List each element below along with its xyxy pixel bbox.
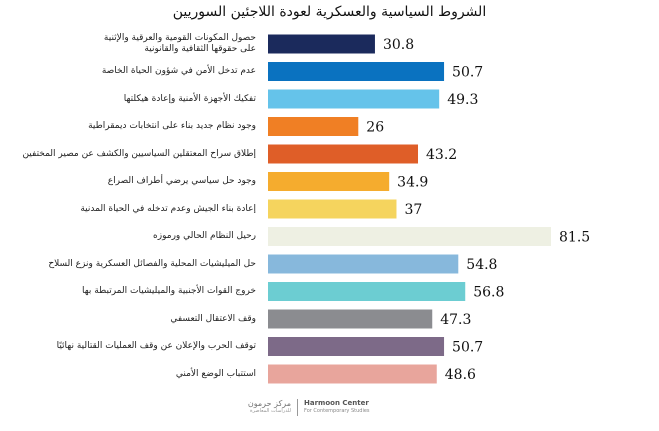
bar: [268, 62, 445, 81]
category-label-line: إعادة بناء الجيش وعدم تدخله في الحياة ال…: [80, 203, 256, 214]
category-label: عدم تدخل الأمن في شؤون الحياة الخاصة: [102, 66, 256, 77]
category-label-box: حصول المكونات القومية والعرقية والإثنية ع…: [2, 31, 256, 58]
bar: [268, 199, 397, 219]
data-label: 37: [404, 202, 422, 218]
category-label-line: خروج القوات الأجنبية والميليشيات المرتبط…: [82, 286, 256, 296]
bar: [268, 34, 375, 54]
data-label: 50.7: [452, 65, 483, 81]
footer-logo: مركز حرمون للدراسات المعاصرة Harmoon Cen…: [0, 399, 659, 419]
bar: [268, 282, 466, 301]
category-label-line: حصول المكونات القومية والعرقية والإثنية: [103, 33, 256, 43]
logo-en-block: Harmoon Center For Contemporary Studies: [304, 399, 370, 415]
bar: [268, 89, 440, 109]
category-label-line: وجود حل سياسي يرضي أطراف الصراع: [107, 176, 256, 186]
logo-ar-block: مركز حرمون للدراسات المعاصرة: [248, 399, 291, 415]
bar: [268, 309, 433, 329]
category-label-line: توقف الحرب والإعلان عن وقف العمليات القت…: [56, 341, 256, 351]
data-label: 56.8: [473, 285, 504, 301]
category-label-box: عدم تدخل الأمن في شؤون الحياة الخاصة: [2, 58, 256, 85]
data-label: 43.2: [426, 147, 457, 163]
data-label: 81.5: [559, 230, 590, 246]
category-label-box: تفكيك الأجهزة الأمنية وإعادة هيكلتها: [2, 86, 256, 113]
bar: [268, 254, 459, 274]
category-label-box: إطلاق سراح المعتقلين السياسيين والكشف عن…: [2, 141, 256, 168]
data-label: 26: [366, 120, 384, 136]
category-label: وجود نظام جديد بناء على انتخابات ديمقراط…: [88, 121, 256, 132]
category-label-box: إعادة بناء الجيش وعدم تدخله في الحياة ال…: [2, 196, 256, 223]
category-label-line: تفكيك الأجهزة الأمنية وإعادة هيكلتها: [123, 93, 256, 104]
bar: [268, 364, 437, 384]
category-label-box: توقف الحرب والإعلان عن وقف العمليات القت…: [2, 333, 256, 360]
category-label-line: وقف الاعتقال التعسفي: [170, 313, 256, 324]
category-label: إعادة بناء الجيش وعدم تدخله في الحياة ال…: [80, 204, 256, 215]
category-label-box: وجود نظام جديد بناء على انتخابات ديمقراط…: [2, 113, 256, 140]
category-label: تفكيك الأجهزة الأمنية وإعادة هيكلتها: [124, 94, 256, 105]
category-label-box: وجود حل سياسي يرضي أطراف الصراع: [2, 168, 256, 195]
category-label-line: إطلاق سراح المعتقلين السياسيين والكشف عن…: [22, 148, 256, 159]
category-label: خروج القوات الأجنبية والميليشيات المرتبط…: [82, 286, 256, 297]
data-label: 49.3: [447, 92, 478, 108]
category-label: حصول المكونات القومية والعرقية والإثنية ع…: [104, 33, 256, 55]
category-label-line: وجود نظام جديد بناء على انتخابات ديمقراط…: [88, 121, 256, 131]
category-label-box: رحيل النظام الحالي ورموزه: [2, 223, 256, 250]
category-label-box: خروج القوات الأجنبية والميليشيات المرتبط…: [2, 278, 256, 305]
data-label: 48.6: [445, 367, 476, 383]
category-label: وجود حل سياسي يرضي أطراف الصراع: [108, 176, 256, 187]
category-label: حل الميليشيات المحلية والفصائل العسكرية …: [48, 259, 256, 270]
data-label: 50.7: [452, 340, 483, 356]
logo-ar-sub: للدراسات المعاصرة: [250, 408, 291, 414]
category-label-line: رحيل النظام الحالي ورموزه: [153, 231, 256, 241]
logo-divider: [297, 399, 298, 416]
category-label: توقف الحرب والإعلان عن وقف العمليات القت…: [57, 341, 256, 352]
bar: [268, 117, 359, 136]
bar: [268, 172, 390, 191]
chart-title: الشروط السياسية والعسكرية لعودة اللاجئين…: [172, 4, 487, 20]
category-label-box: استتباب الوضع الأمني: [2, 361, 256, 388]
category-label: استتباب الوضع الأمني: [176, 369, 256, 380]
bar: [268, 227, 551, 246]
bar: [268, 337, 445, 356]
category-label-line: استتباب الوضع الأمني: [175, 368, 256, 379]
data-label: 30.8: [383, 37, 414, 53]
category-label-box: حل الميليشيات المحلية والفصائل العسكرية …: [2, 251, 256, 278]
category-label: وقف الاعتقال التعسفي: [170, 314, 256, 325]
logo-en-sub: For Contemporary Studies: [304, 408, 370, 414]
data-label: 47.3: [440, 312, 471, 328]
logo-en: Harmoon Center: [304, 399, 369, 407]
category-label-line: حل الميليشيات المحلية والفصائل العسكرية …: [48, 258, 256, 269]
category-label-line: عدم تدخل الأمن في شؤون الحياة الخاصة: [101, 66, 256, 76]
category-label: رحيل النظام الحالي ورموزه: [153, 231, 256, 242]
data-label: 34.9: [397, 175, 428, 191]
category-label: إطلاق سراح المعتقلين السياسيين والكشف عن…: [22, 149, 256, 160]
logo-ar: مركز حرمون: [247, 399, 291, 408]
category-label-box: وقف الاعتقال التعسفي: [2, 306, 256, 333]
bar: [268, 144, 419, 164]
data-label: 54.8: [466, 257, 497, 273]
category-label-line: على حقوقها الثقافية والقانونية: [144, 44, 256, 54]
